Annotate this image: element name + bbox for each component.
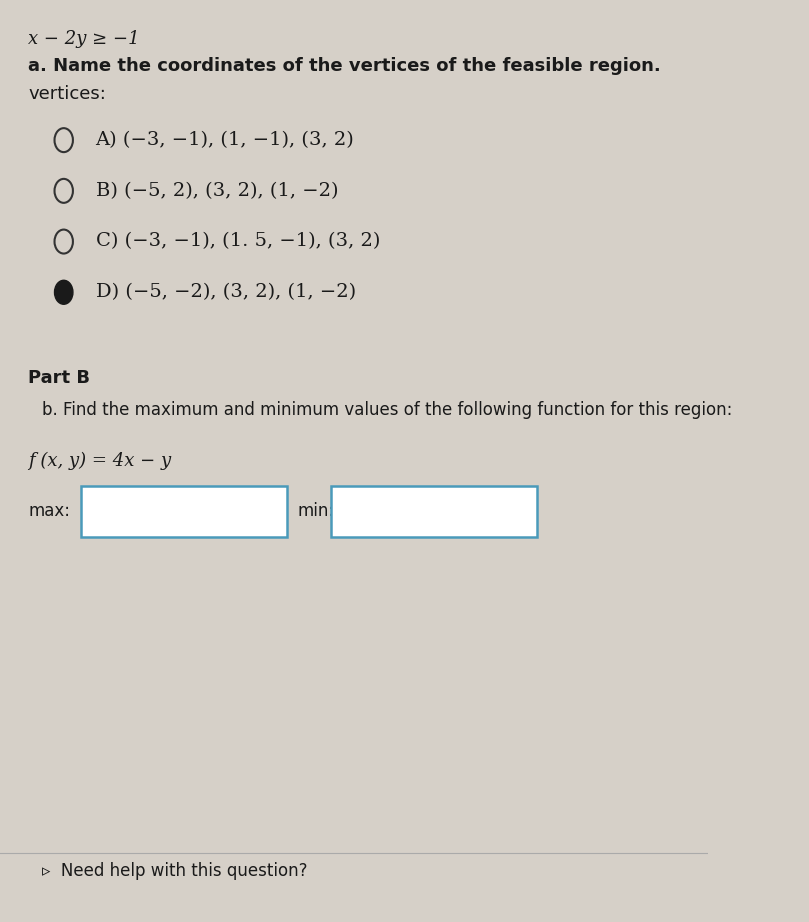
Text: Part B: Part B — [28, 369, 91, 387]
Text: B) (−5, 2), (3, 2), (1, −2): B) (−5, 2), (3, 2), (1, −2) — [95, 182, 338, 200]
Text: vertices:: vertices: — [28, 85, 106, 103]
FancyBboxPatch shape — [332, 486, 536, 537]
Text: a. Name the coordinates of the vertices of the feasible region.: a. Name the coordinates of the vertices … — [28, 57, 661, 76]
Text: x − 2y ≥ −1: x − 2y ≥ −1 — [28, 30, 140, 48]
Text: min:: min: — [298, 502, 334, 520]
FancyBboxPatch shape — [82, 486, 286, 537]
Text: C) (−3, −1), (1. 5, −1), (3, 2): C) (−3, −1), (1. 5, −1), (3, 2) — [95, 232, 380, 251]
Text: f (x, y) = 4x − y: f (x, y) = 4x − y — [28, 452, 172, 470]
Circle shape — [54, 280, 73, 304]
Text: D) (−5, −2), (3, 2), (1, −2): D) (−5, −2), (3, 2), (1, −2) — [95, 283, 356, 301]
Text: ▹  Need help with this question?: ▹ Need help with this question? — [43, 862, 308, 881]
Text: max:: max: — [28, 502, 70, 520]
Text: A) (−3, −1), (1, −1), (3, 2): A) (−3, −1), (1, −1), (3, 2) — [95, 131, 354, 149]
Text: |: | — [94, 501, 101, 522]
Text: b. Find the maximum and minimum values of the following function for this region: b. Find the maximum and minimum values o… — [43, 401, 733, 420]
